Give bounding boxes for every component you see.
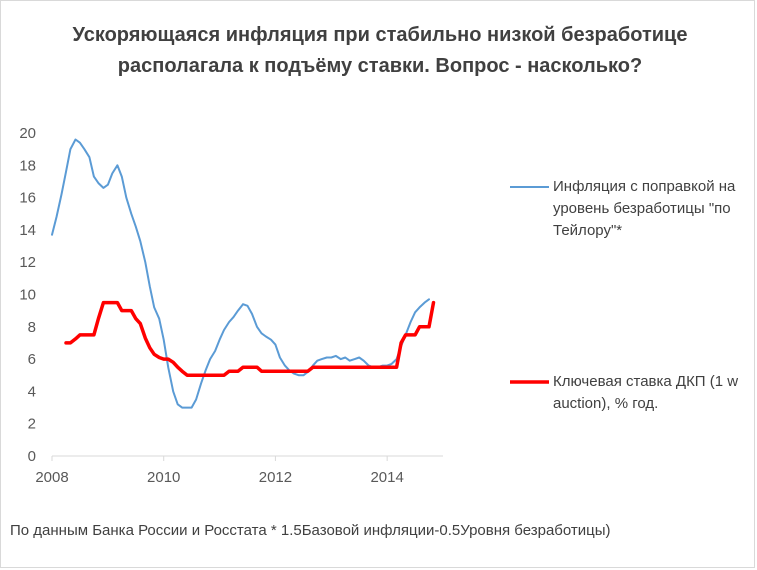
- y-tick-label: 10: [19, 287, 36, 304]
- series-line-inflation: [51, 138, 430, 409]
- series-line-key-rate: [64, 300, 436, 378]
- chart-title: Ускоряющаяся инфляция при стабильно низк…: [72, 24, 688, 77]
- y-tick-label: 2: [28, 416, 36, 433]
- legend-label-inflation: Инфляция с поправкой на уровень безработ…: [553, 178, 736, 239]
- x-tick-label: 2012: [259, 469, 292, 486]
- x-tick-label: 2014: [370, 469, 403, 486]
- y-tick-label: 20: [19, 125, 36, 142]
- chart-series-layer: [51, 138, 436, 409]
- y-tick-label: 18: [19, 157, 36, 174]
- y-tick-label: 14: [19, 222, 36, 239]
- chart-axes: 0 2 4 6 8 10 12 14 16 18 20 2008 2010 2012 2014: [19, 125, 443, 486]
- footnote: По данным Банка России и Росстата * 1.5Б…: [10, 522, 611, 539]
- y-tick-label: 8: [28, 319, 36, 336]
- y-tick-label: 0: [28, 448, 36, 465]
- legend-label-key-rate: Ключевая ставка ДКП (1 w auction), % год…: [553, 373, 739, 412]
- y-tick-label: 4: [28, 383, 36, 400]
- y-tick-label: 12: [19, 254, 36, 271]
- x-tick-label: 2008: [35, 469, 68, 486]
- y-tick-label: 6: [28, 351, 36, 368]
- y-tick-label: 16: [19, 190, 36, 207]
- x-tick-label: 2010: [147, 469, 180, 486]
